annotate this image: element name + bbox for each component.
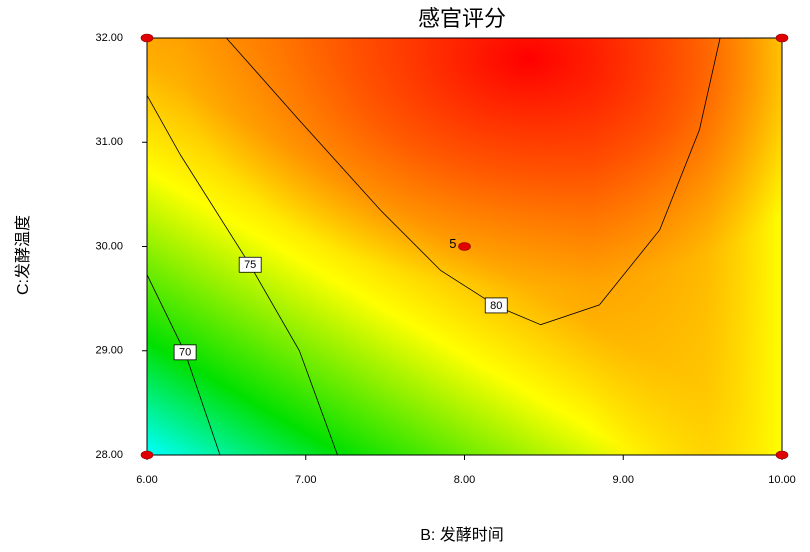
y-tick-label: 28.00 — [95, 449, 123, 461]
y-tick-label: 30.00 — [95, 240, 123, 252]
contour-label-box — [484, 297, 508, 314]
contour-label-box — [173, 344, 197, 361]
contour-label: 75 — [244, 259, 256, 271]
center-point — [458, 242, 471, 251]
x-tick-label: 7.00 — [295, 474, 316, 486]
center-point-count: 5 — [449, 236, 456, 251]
chart-title: 感官评分 — [418, 6, 506, 31]
contour-line — [226, 37, 721, 326]
x-tick-label: 10.00 — [768, 474, 796, 486]
contour-label-box — [238, 256, 262, 273]
design-point — [775, 450, 789, 460]
design-point — [140, 33, 154, 43]
design-point — [775, 33, 789, 43]
x-axis-label: B: 发酵时间 — [420, 526, 504, 544]
x-tick-label: 8.00 — [454, 474, 475, 486]
y-axis-label: C:发酵温度 — [14, 215, 32, 295]
design-point — [140, 450, 154, 460]
y-tick-label: 32.00 — [95, 32, 123, 44]
contour-label: 80 — [490, 300, 502, 312]
x-tick-label: 9.00 — [613, 474, 634, 486]
x-tick-label: 6.00 — [136, 474, 157, 486]
y-tick-label: 29.00 — [95, 345, 123, 357]
contour-label: 70 — [179, 347, 191, 359]
y-tick-label: 31.00 — [95, 136, 123, 148]
